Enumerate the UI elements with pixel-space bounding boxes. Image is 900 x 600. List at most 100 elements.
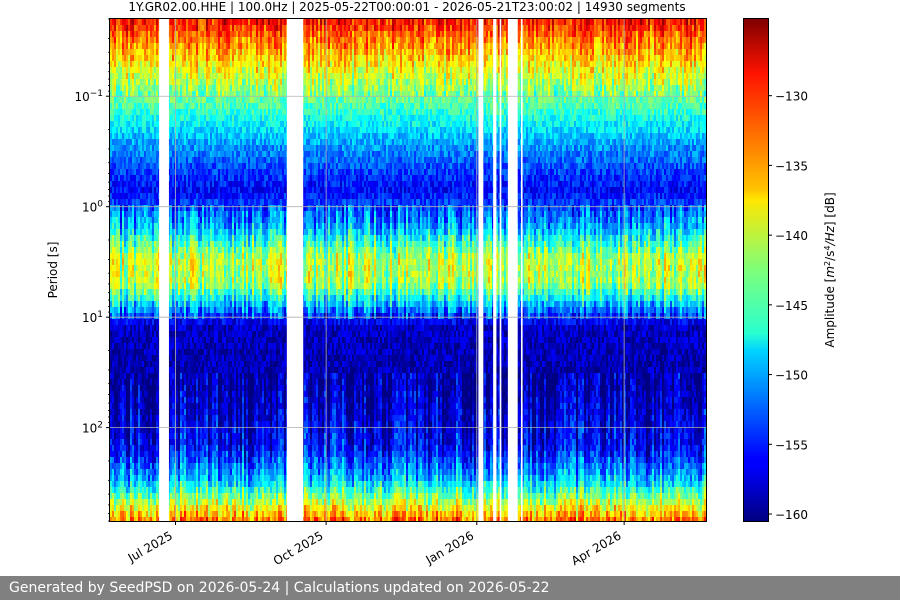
spectrogram-column xyxy=(394,19,396,522)
spectrogram-column xyxy=(496,19,498,522)
spectrogram-column xyxy=(598,19,600,522)
spectrogram-column xyxy=(492,19,494,522)
spectrogram-column xyxy=(388,19,390,522)
spectrogram-column xyxy=(644,19,646,522)
spectrogram-column xyxy=(188,19,190,522)
spectrogram-column xyxy=(636,19,638,522)
chart-figure: 1Y.GR02.00.HHE | 100.0Hz | 2025-05-22T00… xyxy=(46,0,837,568)
spectrogram-column xyxy=(572,19,574,522)
spectrogram-column xyxy=(202,19,204,522)
spectrogram-column xyxy=(484,19,486,522)
spectrogram-column xyxy=(252,19,254,522)
spectrogram-column xyxy=(596,19,598,522)
spectrogram-column xyxy=(586,19,588,522)
spectrogram-column xyxy=(704,19,706,522)
spectrogram-column xyxy=(624,19,626,522)
spectrogram-column xyxy=(538,19,540,522)
y-tick-label: 102 xyxy=(82,421,103,436)
spectrogram-column xyxy=(692,19,694,522)
spectrogram-column xyxy=(270,19,272,522)
y-tick-label: 101 xyxy=(82,310,103,325)
spectrogram-column xyxy=(628,19,630,522)
spectrogram-column xyxy=(660,19,662,522)
spectrogram-column xyxy=(136,19,138,522)
spectrogram-column xyxy=(358,19,360,522)
spectrogram-column xyxy=(256,19,258,522)
spectrogram-column xyxy=(402,19,404,522)
spectrogram-column xyxy=(346,19,348,522)
spectrogram-column xyxy=(690,19,692,522)
spectrogram-column xyxy=(308,19,310,522)
spectrogram-column xyxy=(336,19,338,522)
spectrogram-column xyxy=(178,19,180,522)
spectrogram-column xyxy=(680,19,682,522)
spectrogram-column xyxy=(158,19,160,522)
spectrogram-column xyxy=(248,19,250,522)
spectrogram-column xyxy=(380,19,382,522)
spectrogram-column xyxy=(666,19,668,522)
spectrogram-column xyxy=(204,19,206,522)
spectrogram-column xyxy=(434,19,436,522)
spectrogram-column xyxy=(548,19,550,522)
spectrogram-column xyxy=(150,19,152,522)
spectrogram-column xyxy=(174,19,176,522)
spectrogram-column xyxy=(646,19,648,522)
spectrogram-column xyxy=(552,19,554,522)
spectrogram-column xyxy=(522,19,524,522)
colorbar-tick-label: −130 xyxy=(775,90,808,104)
spectrogram-column xyxy=(618,19,620,522)
spectrogram-column xyxy=(112,19,114,522)
spectrogram-column xyxy=(352,19,354,522)
spectrogram-column xyxy=(490,19,492,522)
spectrogram-column xyxy=(266,19,268,522)
spectrogram-column xyxy=(648,19,650,522)
spectrogram-column xyxy=(370,19,372,522)
spectrogram-column xyxy=(600,19,602,522)
spectrogram-column xyxy=(686,19,688,522)
spectrogram-column xyxy=(280,19,282,522)
spectrogram-column xyxy=(306,19,308,522)
spectrogram-column xyxy=(556,19,558,522)
spectrogram-column xyxy=(382,19,384,522)
spectrogram-column xyxy=(156,19,158,522)
spectrogram-column xyxy=(366,19,368,522)
spectrogram-column xyxy=(236,19,238,522)
spectrogram-column xyxy=(234,19,236,522)
spectrogram-column xyxy=(674,19,676,522)
data-gap xyxy=(159,19,169,521)
colorbar xyxy=(743,18,769,522)
spectrogram-column xyxy=(244,19,246,522)
spectrogram-column xyxy=(446,19,448,522)
spectrogram-column xyxy=(664,19,666,522)
y-axis-label: Period [s] xyxy=(46,242,60,299)
spectrogram-column xyxy=(440,19,442,522)
spectrogram-column xyxy=(246,19,248,522)
spectrogram-column xyxy=(260,19,262,522)
spectrogram-column xyxy=(212,19,214,522)
spectrogram-column xyxy=(404,19,406,522)
spectrogram-column xyxy=(228,19,230,522)
spectrogram-column xyxy=(532,19,534,522)
spectrogram-column xyxy=(238,19,240,522)
spectrogram-column xyxy=(400,19,402,522)
spectrogram-column xyxy=(474,19,476,522)
spectrogram-column xyxy=(254,19,256,522)
spectrogram-column xyxy=(462,19,464,522)
chart-title: 1Y.GR02.00.HHE | 100.0Hz | 2025-05-22T00… xyxy=(128,0,685,14)
spectrogram-column xyxy=(546,19,548,522)
spectrogram-column xyxy=(590,19,592,522)
spectrogram-column xyxy=(458,19,460,522)
spectrogram-column xyxy=(274,19,276,522)
spectrogram-column xyxy=(138,19,140,522)
spectrogram-column xyxy=(620,19,622,522)
spectrogram-column xyxy=(284,19,286,522)
spectrogram-column xyxy=(466,19,468,522)
spectrogram-column xyxy=(576,19,578,522)
spectrogram-column xyxy=(222,19,224,522)
spectrogram-column xyxy=(416,19,418,522)
spectrogram-column xyxy=(406,19,408,522)
spectrogram-column xyxy=(214,19,216,522)
spectrogram-column xyxy=(354,19,356,522)
spectrogram-column xyxy=(422,19,424,522)
spectrogram-column xyxy=(580,19,582,522)
